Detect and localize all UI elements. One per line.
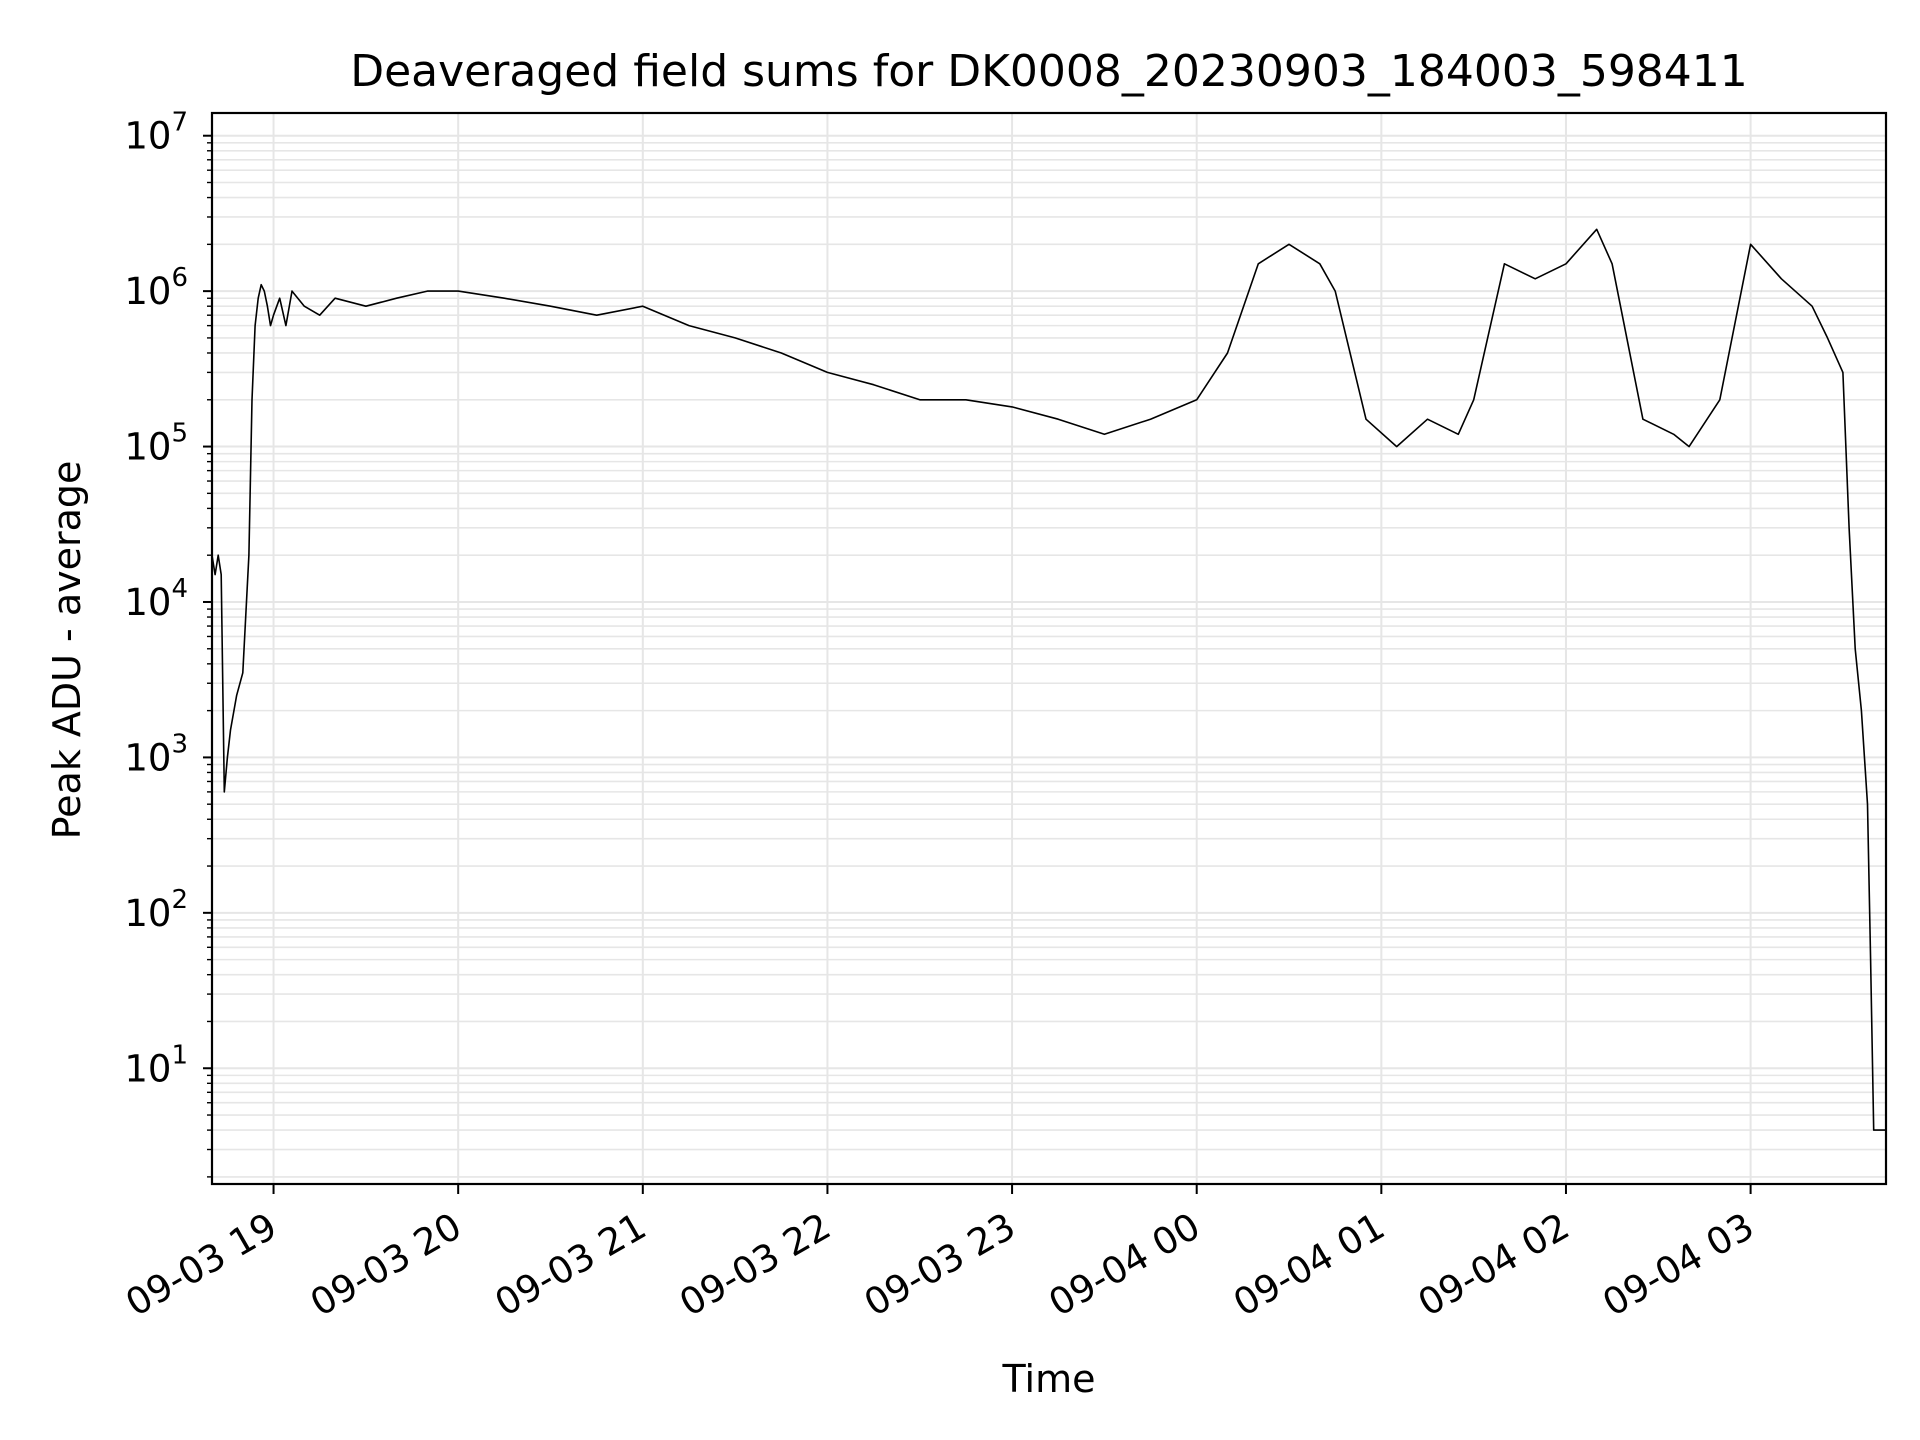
y-tick-label: 107 <box>124 108 188 158</box>
y-tick-label: 106 <box>124 263 188 313</box>
series-line <box>211 228 1886 1131</box>
y-tick-label: 103 <box>124 729 188 779</box>
grid <box>212 113 1886 1184</box>
y-axis-label: Peak ADU - average <box>45 461 89 840</box>
y-tick-label: 105 <box>124 419 188 469</box>
chart-title: Deaveraged field sums for DK0008_2023090… <box>350 46 1748 97</box>
y-tick-label: 102 <box>124 885 188 935</box>
series-layer <box>211 228 1886 1131</box>
x-axis-label: Time <box>1002 1357 1096 1401</box>
plot-frame <box>210 111 1888 1186</box>
y-tick-label: 101 <box>124 1040 188 1090</box>
y-tick-label: 104 <box>124 574 188 624</box>
